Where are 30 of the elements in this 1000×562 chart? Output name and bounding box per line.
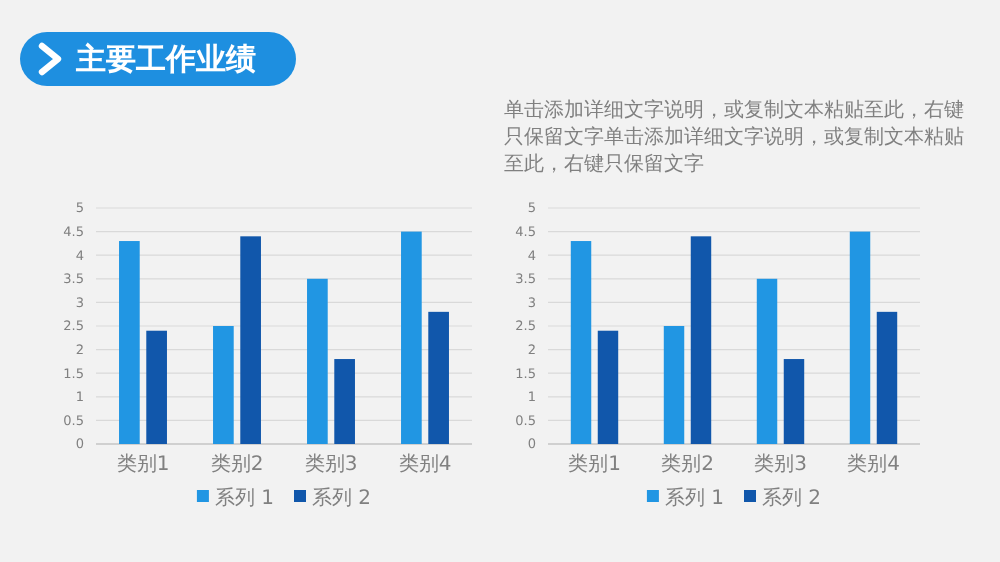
bar — [401, 231, 422, 444]
bar — [663, 326, 685, 444]
x-tick-label: 类别3 — [304, 452, 358, 476]
chart-title: 主要工作业绩 — [74, 41, 256, 77]
x-tick-label: 类别2 — [661, 452, 714, 476]
text: 单击添加详细文字说明，或复制文本粘贴至此，右键只保留文字单击添加详细文字说明，或复制文本粘贴至此，右键只保留文字 — [504, 98, 964, 176]
bar — [876, 311, 898, 444]
bar — [334, 359, 355, 444]
x-tick-label: 类别3 — [754, 452, 807, 476]
legend-label: 系列 1 — [214, 486, 274, 510]
x-tick-label: 类别2 — [210, 452, 264, 476]
bar — [783, 359, 805, 444]
x-tick-label: 类别1 — [116, 452, 170, 476]
x-tick-label: 类别4 — [398, 452, 452, 476]
bar — [146, 330, 167, 444]
bar — [756, 278, 778, 444]
bar — [570, 241, 592, 444]
bar — [428, 311, 449, 444]
legend-label: 系列 2 — [312, 486, 372, 510]
bar — [597, 330, 619, 444]
x-tick-label: 类别1 — [568, 452, 621, 476]
bar — [690, 236, 712, 444]
bar — [240, 236, 261, 444]
bar — [213, 326, 234, 444]
legend-label: 系列 1 — [664, 486, 724, 510]
bar — [849, 231, 871, 444]
x-tick-label: 类别4 — [847, 452, 900, 476]
bar — [119, 241, 140, 444]
bar — [307, 278, 328, 444]
legend-label: 系列 2 — [762, 486, 822, 510]
